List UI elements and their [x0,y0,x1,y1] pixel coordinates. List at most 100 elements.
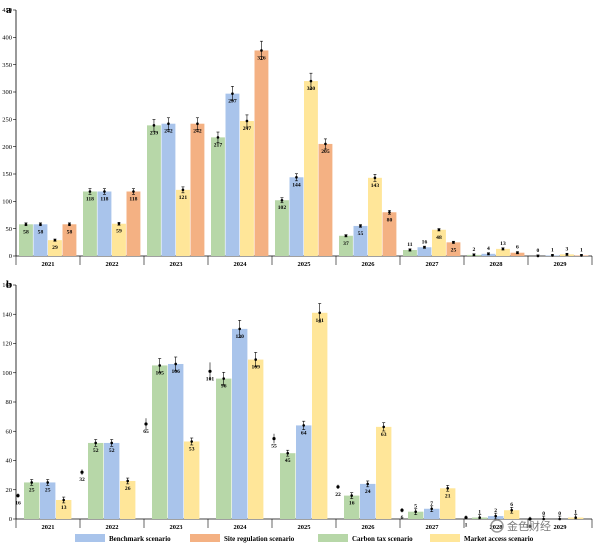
data-label: 37 [343,241,349,247]
mean-marker [516,251,519,255]
data-label: 52 [93,448,99,454]
bar-benchmark-scenario-2027 [424,508,440,519]
panel-a-letter: a [6,4,12,16]
category-label-2028: 2028 [490,261,504,268]
mean-marker [216,136,220,139]
y-tick-label: 400 [2,35,12,42]
mean-marker [245,119,249,123]
data-label: 106 [172,369,181,375]
mean-marker [53,238,57,242]
point-label: 32 [79,477,85,483]
data-label: 242 [193,129,202,135]
category-label-2023: 2023 [170,261,184,268]
bar-carbon-tax-scenario-2025 [275,200,289,256]
mean-marker [62,498,65,502]
mean-marker [46,481,49,484]
category-label-2027: 2027 [426,524,440,531]
data-label: 80 [387,217,393,223]
y-tick-label: 0 [9,253,12,260]
mean-marker [39,222,42,226]
data-label: 2 [494,508,497,514]
data-label: 118 [100,196,108,202]
y-tick-label: 100 [2,199,12,206]
data-label: 0 [537,248,540,254]
point-marker [400,508,404,512]
point-label: 22 [335,492,341,498]
data-label: 58 [38,229,44,235]
mean-marker [295,175,298,179]
data-label: 5 [414,504,417,510]
bar-carbon-tax-scenario-2023 [152,365,168,519]
mean-marker [344,234,348,238]
category-label-2024: 2024 [234,261,248,268]
data-label: 13 [61,505,67,511]
data-label: 48 [436,235,442,241]
data-label: 121 [179,195,188,201]
data-label: 118 [129,196,137,202]
y-tick-label: 450 [2,7,12,14]
mean-marker [167,122,170,126]
y-tick-label: 250 [2,117,12,124]
bar-market-access-scenario-2025 [312,312,328,519]
category-label-2026: 2026 [362,524,376,531]
y-tick-label: 60 [6,428,13,435]
mean-marker [24,222,28,226]
point-label: 101 [206,376,215,382]
data-label: 376 [257,55,266,61]
data-label: 16 [422,239,428,245]
bar-benchmark-scenario-2022 [104,442,120,519]
data-label: 24 [365,489,371,495]
data-label: 53 [189,446,195,452]
point-marker [144,422,148,426]
bar-site-regulation-scenario-2028 [510,252,525,256]
mean-marker [501,247,505,251]
data-label: 63 [381,432,387,438]
bar-benchmark-scenario-2022 [97,191,112,256]
bar-site-regulation-scenario-2022 [126,191,141,256]
point-label: 6 [401,515,404,521]
mean-marker [302,424,306,427]
data-label: 96 [221,384,227,390]
mean-marker [510,508,513,512]
mean-marker [452,241,455,244]
bar-site-regulation-scenario-2021 [62,224,77,256]
category-label-2021: 2021 [42,261,55,268]
data-label: 4 [487,246,490,252]
y-tick-label: 150 [2,171,12,178]
data-label: 45 [285,458,291,464]
mean-marker [487,252,490,256]
data-label: 13 [500,241,506,247]
bar-market-access-scenario-2024 [240,120,254,257]
data-label: 109 [252,365,261,371]
bar-benchmark-scenario-2023 [168,363,184,519]
point-marker [528,517,532,521]
bar-carbon-tax-scenario-2021 [24,482,40,519]
data-label: 6 [510,502,513,508]
mean-marker [472,253,476,257]
data-label: 29 [52,245,58,251]
bar-benchmark-scenario-2026 [353,225,368,256]
bar-site-regulation-scenario-2026 [382,212,397,256]
data-label: 242 [164,129,173,135]
data-label: 58 [67,229,73,235]
point-marker [464,515,468,520]
category-label-2021: 2021 [42,524,55,531]
category-label-2027: 2027 [426,261,440,268]
point-marker [208,369,212,373]
bar-carbon-tax-scenario-2027 [403,249,417,256]
mean-marker [574,516,577,519]
bar-market-access-scenario-2023 [176,189,190,256]
category-label-2025: 2025 [298,524,312,531]
bar-carbon-tax-scenario-2022 [83,191,97,256]
data-label: 55 [358,231,364,237]
point-label: 0 [529,524,532,530]
bar-carbon-tax-scenario-2025 [280,453,296,519]
mean-marker [238,327,241,331]
data-label: 2 [473,247,476,253]
mean-marker [437,228,441,232]
category-label-2023: 2023 [170,524,184,531]
y-tick-label: 350 [2,62,12,69]
mean-marker [542,517,545,521]
data-label: 1 [580,247,583,253]
